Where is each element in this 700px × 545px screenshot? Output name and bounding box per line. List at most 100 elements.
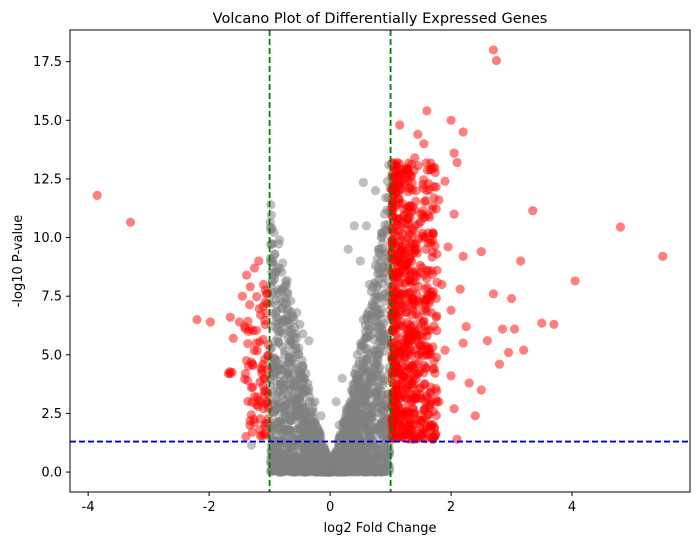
significant-up-point xyxy=(482,336,492,346)
significant-up-point xyxy=(437,279,447,290)
significant-up-point xyxy=(413,415,423,425)
significant-up-point xyxy=(615,222,626,232)
nonsignificant-point xyxy=(288,466,298,476)
nonsignificant-point xyxy=(361,221,371,231)
significant-up-point xyxy=(446,371,456,381)
significant-up-point xyxy=(407,302,417,312)
significant-up-point xyxy=(401,218,411,229)
significant-up-point xyxy=(387,341,397,351)
significant-up-point xyxy=(464,378,474,388)
significant-up-point xyxy=(432,249,442,259)
significant-up-point xyxy=(440,345,450,355)
significant-up-point xyxy=(420,403,430,413)
nonsignificant-point xyxy=(349,221,359,231)
significant-down-point xyxy=(192,315,202,325)
significant-up-point xyxy=(402,324,412,334)
nonsignificant-point xyxy=(282,316,292,326)
nonsignificant-point xyxy=(308,444,318,454)
significant-up-point xyxy=(429,182,439,192)
significant-up-point xyxy=(452,157,462,168)
x-tick-label: 2 xyxy=(447,500,455,515)
nonsignificant-point xyxy=(367,413,377,423)
significant-down-point xyxy=(237,291,247,301)
nonsignificant-point xyxy=(367,373,378,383)
nonsignificant-point xyxy=(360,424,370,434)
nonsignificant-point xyxy=(276,418,286,428)
nonsignificant-point xyxy=(266,200,276,210)
significant-up-point xyxy=(411,196,421,206)
significant-down-point xyxy=(243,375,253,386)
nonsignificant-point xyxy=(379,420,390,430)
significant-down-point xyxy=(248,359,258,369)
significant-up-point xyxy=(426,287,436,297)
threshold-lines xyxy=(70,30,690,492)
significant-down-point xyxy=(260,389,270,399)
nonsignificant-point xyxy=(283,423,294,434)
nonsignificant-point xyxy=(361,333,371,343)
significant-up-point xyxy=(449,209,459,219)
nonsignificant-point xyxy=(307,458,317,468)
x-tick-label: -2 xyxy=(203,500,216,515)
significant-up-point xyxy=(422,265,432,275)
significant-up-point xyxy=(494,359,505,369)
nonsignificant-point xyxy=(344,449,354,459)
nonsignificant-point xyxy=(316,411,326,421)
nonsignificant-point xyxy=(364,279,375,290)
significant-up-point xyxy=(410,221,420,231)
significant-up-point xyxy=(440,176,450,186)
significant-up-point xyxy=(443,242,453,252)
nonsignificant-point xyxy=(310,397,320,407)
significant-up-point xyxy=(404,413,414,423)
y-tick-label: 5.0 xyxy=(41,348,62,363)
nonsignificant-point xyxy=(379,209,390,219)
nonsignificant-point xyxy=(355,368,365,379)
nonsignificant-point xyxy=(277,326,287,336)
nonsignificant-point xyxy=(376,456,386,466)
nonsignificant-point xyxy=(334,420,344,430)
nonsignificant-point xyxy=(373,397,384,407)
significant-up-point xyxy=(431,410,441,421)
significant-up-point xyxy=(458,251,468,261)
significant-up-point xyxy=(488,289,499,299)
significant-up-point xyxy=(392,361,402,372)
significant-up-point xyxy=(537,318,547,328)
significant-down-point xyxy=(225,312,235,322)
significant-up-point xyxy=(402,203,412,213)
significant-up-point xyxy=(416,209,426,219)
plot-frame xyxy=(69,29,691,493)
significant-up-point xyxy=(391,200,401,210)
significant-up-point xyxy=(395,309,405,319)
nonsignificant-point xyxy=(319,451,329,461)
significant-up-point xyxy=(400,266,410,276)
x-tick-label: 0 xyxy=(326,500,334,515)
nonsignificant-point xyxy=(274,239,284,249)
significant-up-point xyxy=(416,383,426,393)
significant-up-point xyxy=(410,358,420,368)
significant-up-point xyxy=(419,139,429,149)
significant-up-point xyxy=(403,257,414,267)
y-tick-label: 17.5 xyxy=(33,55,62,70)
nonsignificant-point xyxy=(368,363,378,374)
y-tick-label: 15.0 xyxy=(33,114,62,129)
nonsignificant-point xyxy=(269,249,280,259)
significant-down-point xyxy=(243,326,254,336)
significant-down-point xyxy=(125,217,136,227)
nonsignificant-point xyxy=(367,403,377,413)
nonsignificant-point xyxy=(343,244,353,254)
nonsignificant-point xyxy=(266,210,277,220)
significant-up-point xyxy=(423,238,433,248)
significant-up-point xyxy=(422,106,432,116)
significant-up-point xyxy=(407,230,417,241)
significant-up-point xyxy=(426,348,436,358)
significant-up-point xyxy=(398,248,408,259)
nonsignificant-point xyxy=(352,350,362,360)
nonsignificant-point xyxy=(289,378,299,388)
nonsignificant-point xyxy=(373,379,383,389)
significant-down-point xyxy=(251,338,261,348)
significant-up-point xyxy=(476,247,486,257)
significant-up-point xyxy=(413,129,423,139)
significant-up-point xyxy=(415,341,425,351)
significant-up-point xyxy=(403,340,413,350)
significant-up-point xyxy=(397,370,407,380)
